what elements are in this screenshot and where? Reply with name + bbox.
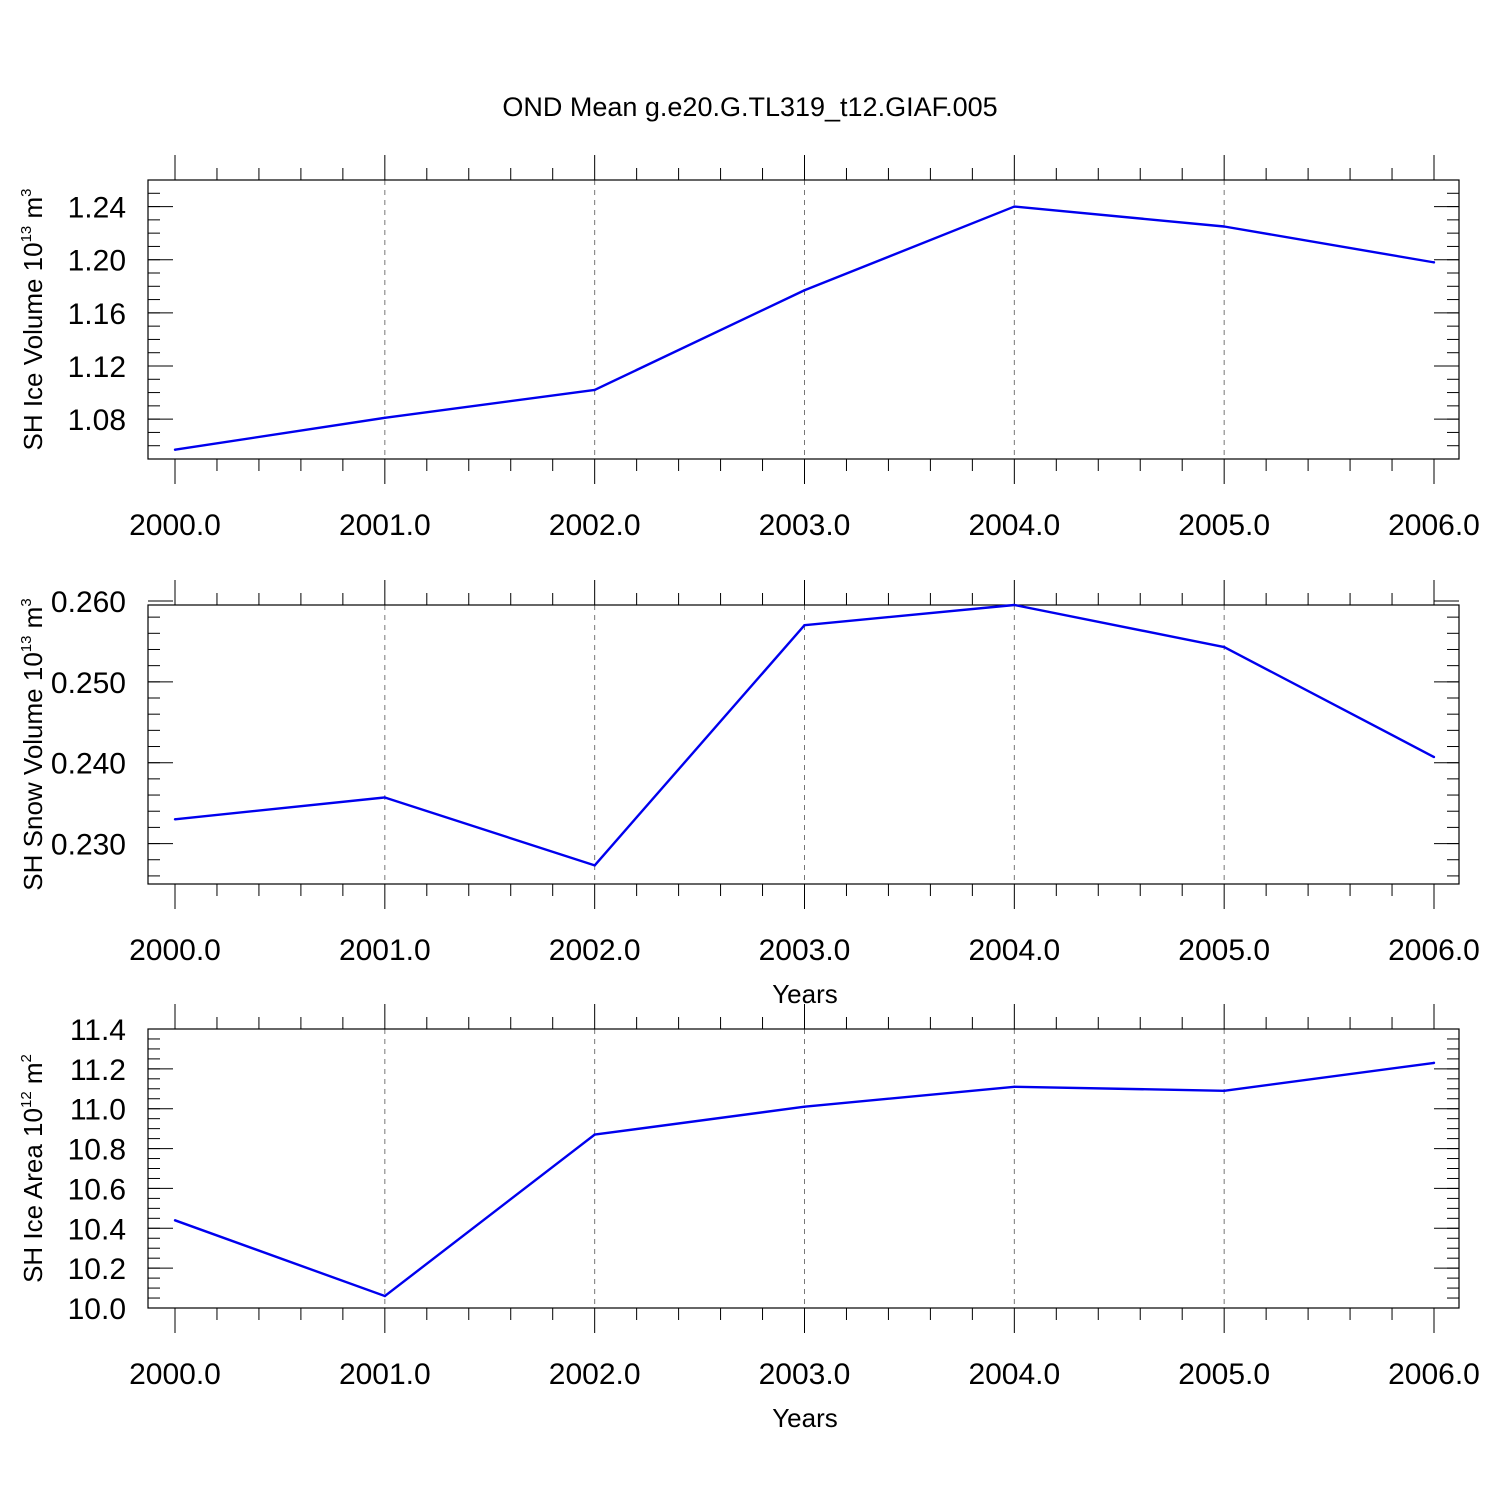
y-axis-label-text: m <box>18 197 48 226</box>
data-point <box>383 416 387 420</box>
y-tick-label: 10.6 <box>68 1173 126 1206</box>
y-axis-label-text: SH Ice Area 10 <box>18 1108 48 1283</box>
y-axis-label-superscript: 3 <box>18 188 35 196</box>
data-point <box>593 864 596 867</box>
x-tick-label: 2001.0 <box>339 509 431 542</box>
data-point <box>383 796 387 799</box>
x-tick-label: 2002.0 <box>549 934 641 967</box>
x-axis-label: Years <box>772 1403 838 1433</box>
data-point <box>1013 205 1016 208</box>
x-tick-label: 2003.0 <box>759 509 851 542</box>
y-tick-label: 11.4 <box>70 1014 126 1047</box>
figure-title: OND Mean g.e20.G.TL319_t12.GIAF.005 <box>502 92 997 122</box>
data-point <box>1013 603 1016 607</box>
chart-panel-3: 10.0 10.2 10.4 10.6 10.8 11.0 11.2 11.4 2000.0 20… <box>18 1004 1480 1433</box>
data-point <box>1013 1085 1016 1088</box>
data-point <box>1432 755 1436 759</box>
y-tick-label: 10.2 <box>68 1253 126 1286</box>
y-tick-label: 10.8 <box>68 1134 126 1167</box>
x-tick-label: 2006.0 <box>1388 509 1480 542</box>
x-tick-label: 2003.0 <box>759 1358 851 1391</box>
y-tick-label: 0.260 <box>51 586 126 619</box>
x-tick-label: 2004.0 <box>968 509 1060 542</box>
y-tick-label: 1.12 <box>68 351 126 384</box>
y-axis-label-text: m <box>18 607 48 636</box>
x-tick-label: 2002.0 <box>549 1358 641 1391</box>
y-axis-label-superscript: 13 <box>18 226 35 243</box>
y-axis-label-text: SH Ice Volume 10 <box>18 242 48 450</box>
y-axis-label-superscript: 3 <box>18 598 35 606</box>
x-tick-label: 2001.0 <box>339 934 431 967</box>
y-axis-label-superscript: 2 <box>18 1054 35 1062</box>
y-tick-label: 0.240 <box>51 748 126 781</box>
y-tick-label: 10.4 <box>68 1213 126 1246</box>
x-tick-label: 2004.0 <box>968 934 1060 967</box>
data-point <box>173 818 177 821</box>
y-axis-label-text: m <box>18 1062 48 1091</box>
data-point <box>593 1133 596 1136</box>
y-tick-label: 1.24 <box>68 192 126 225</box>
x-tick-label: 2005.0 <box>1178 1358 1270 1391</box>
plot-frame <box>147 604 1460 885</box>
y-axis-label: SH Ice Volume 1013 m3 <box>18 188 48 450</box>
x-tick-label: 2000.0 <box>129 934 221 967</box>
data-point <box>1432 1061 1436 1065</box>
y-tick-label: 11.0 <box>70 1094 126 1127</box>
x-tick-label: 2002.0 <box>549 509 641 542</box>
data-point <box>173 1219 177 1222</box>
data-point <box>383 1294 387 1298</box>
x-tick-label: 2000.0 <box>129 509 221 542</box>
y-tick-label: 0.230 <box>51 829 126 862</box>
y-axis-label-superscript: 12 <box>18 1091 35 1108</box>
data-point <box>803 1105 806 1108</box>
x-tick-label: 2005.0 <box>1178 509 1270 542</box>
chart-panel-2: 0.230 0.240 0.250 0.260 2000.0 2001.0 2002.0 20… <box>18 580 1480 1009</box>
data-point <box>593 388 596 392</box>
y-axis-label: SH Snow Volume 1013 m3 <box>18 598 48 890</box>
y-tick-label: 11.2 <box>70 1054 126 1087</box>
data-point <box>1222 1089 1226 1092</box>
y-axis-label-superscript: 13 <box>18 636 35 653</box>
y-axis-label-text: SH Snow Volume 10 <box>18 652 48 890</box>
x-tick-label: 2001.0 <box>339 1358 431 1391</box>
x-tick-label: 2005.0 <box>1178 934 1270 967</box>
y-tick-label: 1.20 <box>68 245 126 278</box>
data-point <box>803 624 806 627</box>
data-point <box>803 289 806 292</box>
chart-panel-1: 1.08 1.12 1.16 1.20 1.24 2000.0 2001.0 2002.0 20… <box>18 155 1480 542</box>
x-tick-label: 2006.0 <box>1388 1358 1480 1391</box>
data-point <box>1222 645 1226 649</box>
x-tick-label: 2003.0 <box>759 934 851 967</box>
plot-frame <box>147 1028 1460 1309</box>
data-point <box>1432 261 1436 264</box>
y-tick-label: 10.0 <box>68 1293 126 1326</box>
plot-frame <box>147 179 1460 460</box>
x-tick-label: 2000.0 <box>129 1358 221 1391</box>
y-tick-label: 1.16 <box>68 298 126 331</box>
data-point <box>173 448 177 451</box>
x-tick-label: 2006.0 <box>1388 934 1480 967</box>
data-point <box>1222 225 1226 228</box>
y-tick-label: 1.08 <box>68 404 126 437</box>
x-tick-label: 2004.0 <box>968 1358 1060 1391</box>
y-tick-label: 0.250 <box>51 667 126 700</box>
y-axis-label: SH Ice Area 1012 m2 <box>18 1054 48 1283</box>
